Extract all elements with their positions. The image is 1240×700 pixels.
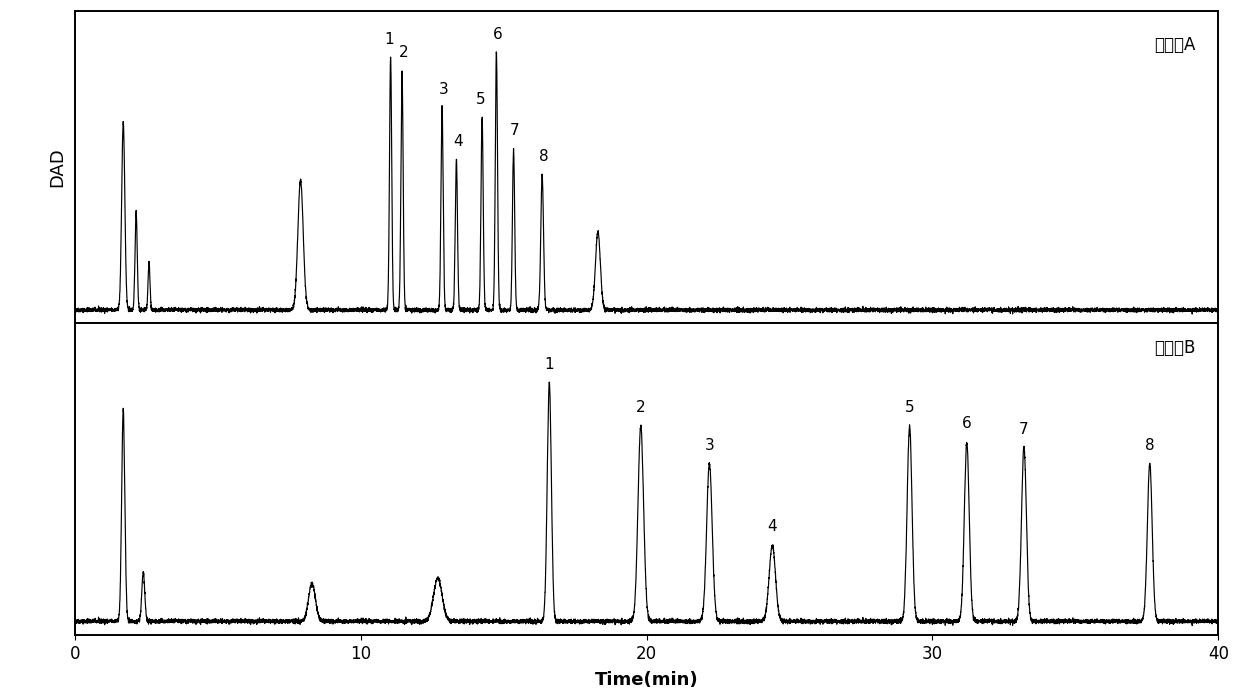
- Y-axis label: DAD: DAD: [48, 147, 66, 187]
- X-axis label: Time(min): Time(min): [595, 671, 698, 689]
- Text: 1: 1: [384, 32, 394, 48]
- Text: 6: 6: [494, 27, 502, 42]
- Text: 5: 5: [476, 92, 486, 107]
- Text: 4: 4: [453, 134, 463, 149]
- Text: 1: 1: [544, 357, 554, 372]
- Text: 8: 8: [538, 149, 548, 164]
- Text: 8: 8: [1145, 438, 1154, 453]
- Text: 6: 6: [962, 416, 972, 431]
- Text: 7: 7: [1019, 422, 1029, 437]
- Text: 色谱柱A: 色谱柱A: [1154, 36, 1195, 54]
- Text: 7: 7: [510, 123, 520, 139]
- Text: 2: 2: [636, 400, 646, 415]
- Text: 色谱柱B: 色谱柱B: [1154, 339, 1195, 356]
- Text: 3: 3: [439, 82, 449, 97]
- Text: 2: 2: [398, 46, 408, 60]
- Text: 5: 5: [905, 400, 914, 415]
- Text: 3: 3: [704, 438, 714, 453]
- Text: 4: 4: [768, 519, 777, 535]
